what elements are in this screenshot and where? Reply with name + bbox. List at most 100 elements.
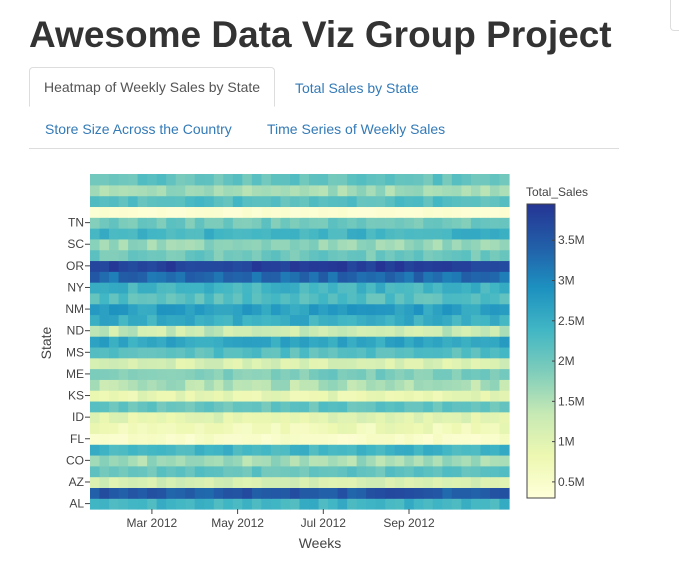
heatmap-cell[interactable] [185, 498, 196, 510]
heatmap-cell[interactable] [166, 249, 177, 262]
heatmap-cell[interactable] [385, 444, 396, 456]
heatmap-cell[interactable] [328, 368, 339, 380]
heatmap-cell[interactable] [280, 422, 291, 434]
heatmap-cell[interactable] [356, 368, 367, 380]
heatmap-cell[interactable] [299, 228, 310, 240]
heatmap-cell[interactable] [499, 411, 510, 424]
heatmap-cell[interactable] [90, 184, 101, 197]
heatmap-cell[interactable] [251, 249, 263, 262]
heatmap-cell[interactable] [451, 390, 462, 402]
heatmap-cell[interactable] [461, 476, 472, 488]
heatmap-cell[interactable] [356, 411, 367, 424]
heatmap-cell[interactable] [299, 400, 310, 413]
heatmap-cell[interactable] [394, 228, 405, 240]
heatmap-cell[interactable] [204, 400, 215, 413]
heatmap-cell[interactable] [185, 454, 196, 467]
heatmap-cell[interactable] [137, 314, 148, 326]
heatmap-cell[interactable] [499, 357, 510, 370]
heatmap-cell[interactable] [156, 303, 167, 316]
heatmap-cell[interactable] [470, 249, 482, 262]
heatmap-cell[interactable] [194, 292, 205, 305]
heatmap-cell[interactable] [280, 195, 291, 208]
heatmap-cell[interactable] [223, 292, 234, 305]
heatmap-cell[interactable] [451, 487, 462, 499]
heatmap-cell[interactable] [99, 238, 110, 251]
heatmap-cell[interactable] [137, 184, 148, 197]
heatmap-cell[interactable] [289, 195, 301, 208]
heatmap-cell[interactable] [223, 271, 234, 283]
heatmap-cell[interactable] [194, 498, 205, 510]
heatmap-cell[interactable] [489, 228, 501, 240]
heatmap-cell[interactable] [280, 379, 291, 391]
heatmap-cell[interactable] [90, 217, 101, 229]
heatmap-cell[interactable] [299, 454, 310, 467]
heatmap-cell[interactable] [128, 238, 139, 251]
heatmap-cell[interactable] [223, 184, 234, 197]
heatmap-cell[interactable] [318, 433, 329, 445]
heatmap-cell[interactable] [347, 346, 358, 359]
heatmap-cell[interactable] [423, 465, 434, 478]
heatmap-cell[interactable] [128, 271, 139, 283]
heatmap-cell[interactable] [175, 238, 186, 251]
heatmap-cell[interactable] [461, 422, 472, 434]
heatmap-cell[interactable] [289, 206, 301, 218]
heatmap-cell[interactable] [204, 325, 215, 337]
heatmap-cell[interactable] [413, 249, 424, 262]
heatmap-cell[interactable] [413, 336, 424, 348]
heatmap-cell[interactable] [109, 411, 120, 424]
heatmap-cell[interactable] [375, 433, 386, 445]
heatmap-cell[interactable] [375, 174, 386, 186]
heatmap-cell[interactable] [242, 228, 253, 240]
heatmap-cell[interactable] [299, 292, 310, 305]
heatmap-cell[interactable] [137, 303, 148, 316]
heatmap-cell[interactable] [156, 390, 167, 402]
heatmap-cell[interactable] [251, 238, 263, 251]
heatmap-cell[interactable] [137, 249, 148, 262]
heatmap-cell[interactable] [375, 260, 386, 272]
heatmap-cell[interactable] [299, 238, 310, 251]
heatmap-cell[interactable] [385, 195, 396, 208]
heatmap-cell[interactable] [109, 357, 120, 370]
heatmap-cell[interactable] [242, 498, 253, 510]
heatmap-cell[interactable] [232, 336, 243, 348]
heatmap-cell[interactable] [356, 390, 367, 402]
heatmap-cell[interactable] [232, 379, 243, 391]
heatmap-cell[interactable] [394, 238, 405, 251]
heatmap-cell[interactable] [251, 314, 263, 326]
heatmap-cell[interactable] [251, 444, 263, 456]
heatmap-cell[interactable] [347, 368, 358, 380]
heatmap-cell[interactable] [223, 325, 234, 337]
heatmap-cell[interactable] [175, 260, 186, 272]
heatmap-cell[interactable] [489, 271, 501, 283]
heatmap-cell[interactable] [375, 357, 386, 370]
heatmap-cell[interactable] [232, 174, 243, 186]
heatmap-cell[interactable] [480, 238, 491, 251]
heatmap-cell[interactable] [194, 454, 205, 467]
heatmap-cell[interactable] [251, 400, 263, 413]
heatmap-cell[interactable] [328, 260, 339, 272]
heatmap-cell[interactable] [470, 314, 482, 326]
heatmap-cell[interactable] [289, 292, 301, 305]
heatmap-cell[interactable] [375, 238, 386, 251]
heatmap-cell[interactable] [90, 325, 101, 337]
heatmap-cell[interactable] [328, 400, 339, 413]
heatmap-cell[interactable] [337, 390, 348, 402]
heatmap-cell[interactable] [147, 249, 158, 262]
heatmap-cell[interactable] [309, 249, 320, 262]
heatmap-cell[interactable] [404, 476, 415, 488]
heatmap-cell[interactable] [118, 260, 129, 272]
heatmap-cell[interactable] [461, 400, 472, 413]
heatmap-cell[interactable] [432, 282, 443, 294]
heatmap-cell[interactable] [461, 487, 472, 499]
heatmap-cell[interactable] [137, 346, 148, 359]
heatmap-cell[interactable] [204, 444, 215, 456]
heatmap-cell[interactable] [413, 217, 424, 229]
heatmap-cell[interactable] [156, 249, 167, 262]
heatmap-cell[interactable] [289, 260, 301, 272]
heatmap-cell[interactable] [347, 292, 358, 305]
heatmap-cell[interactable] [366, 400, 377, 413]
heatmap-cell[interactable] [432, 206, 443, 218]
heatmap-cell[interactable] [232, 444, 243, 456]
heatmap-cell[interactable] [223, 476, 234, 488]
heatmap-cell[interactable] [385, 400, 396, 413]
